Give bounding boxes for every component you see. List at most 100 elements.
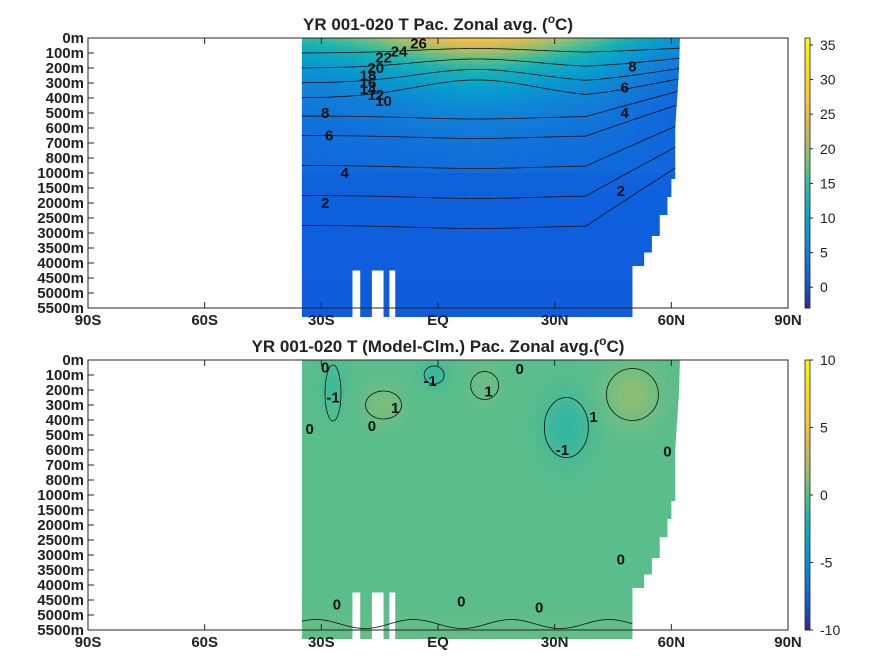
- x-tick-label: 90N: [774, 634, 802, 651]
- y-tick-label: 400m: [46, 412, 84, 429]
- y-tick-label: 4000m: [37, 577, 84, 594]
- y-tick-label: 2000m: [37, 195, 84, 212]
- chart-title: YR 001-020 T Pac. Zonal avg. (oC): [303, 12, 573, 34]
- contour-label: 2: [321, 195, 329, 212]
- contour-label: 1: [589, 409, 597, 426]
- x-tick-label: 90S: [75, 634, 102, 651]
- chart-title: YR 001-020 T (Model-Clm.) Pac. Zonal avg…: [252, 334, 625, 356]
- y-tick-label: 800m: [46, 150, 84, 167]
- contour-label: 0: [305, 421, 313, 438]
- y-tick-label: 3500m: [37, 562, 84, 579]
- y-tick-label: 300m: [46, 397, 84, 414]
- x-tick-label: 90N: [774, 312, 802, 329]
- contour-label: 26: [410, 35, 427, 52]
- contour-lines: [301, 47, 680, 229]
- contour-label: 8: [628, 59, 636, 76]
- seamount-gap: [371, 592, 384, 641]
- y-tick-label: 1000m: [37, 487, 84, 504]
- contour-label: 16: [360, 75, 377, 92]
- y-tick-label: 600m: [46, 120, 84, 137]
- x-tick-label: EQ: [427, 312, 449, 329]
- chart-title-unit: C): [607, 337, 625, 356]
- y-tick-label: 1500m: [37, 502, 84, 519]
- colorbar-tick-label: -10: [820, 622, 840, 638]
- y-tick-label: 200m: [46, 382, 84, 399]
- contour-label: 0: [333, 597, 341, 614]
- colorbar-tick-label: 30: [820, 72, 836, 88]
- y-tick-label: 4000m: [37, 255, 84, 272]
- chart-title-degree: o: [548, 12, 555, 26]
- colorbar-tick-label: 5: [820, 420, 828, 436]
- seamount-gap: [389, 270, 396, 319]
- seamount-gap: [389, 592, 396, 641]
- contour-label: 20: [367, 60, 384, 77]
- y-tick-label: 200m: [46, 60, 84, 77]
- y-tick-label: 4500m: [37, 592, 84, 609]
- contour-label: 6: [620, 80, 628, 97]
- colorbar-tick-label: -5: [820, 555, 833, 571]
- colorbar-tick-label: 5: [820, 245, 828, 261]
- y-tick-label: 1500m: [37, 180, 84, 197]
- y-tick-label: 2500m: [37, 532, 84, 549]
- x-tick-label: EQ: [427, 634, 449, 651]
- contour-label: 4: [620, 105, 629, 122]
- contour-label: -1: [326, 390, 339, 407]
- contour-label: 18: [360, 68, 377, 85]
- chart-title-main: YR 001-020 T (Model-Clm.) Pac. Zonal avg…: [252, 337, 600, 356]
- y-tick-label: 800m: [46, 472, 84, 489]
- x-tick-label: 60N: [658, 634, 686, 651]
- seamount-gap: [352, 592, 361, 641]
- colorbar-tick-label: 0: [820, 487, 828, 503]
- contour-label: 6: [325, 128, 333, 145]
- y-tick-label: 600m: [46, 442, 84, 459]
- y-tick-label: 3000m: [37, 547, 84, 564]
- y-tick-label: 400m: [46, 90, 84, 107]
- seamount-gap: [352, 270, 361, 319]
- y-tick-label: 5500m: [37, 300, 84, 317]
- y-tick-label: 5000m: [37, 285, 84, 302]
- x-tick-label: 90S: [75, 312, 102, 329]
- contour-label: 1: [391, 400, 399, 417]
- x-tick-label: 30S: [308, 634, 335, 651]
- y-tick-label: 3500m: [37, 240, 84, 257]
- chart-title-unit: C): [555, 15, 573, 34]
- contour-label: 2: [617, 183, 625, 200]
- y-tick-label: 500m: [46, 427, 84, 444]
- y-tick-label: 5000m: [37, 607, 84, 624]
- contour-label: 22: [375, 50, 392, 67]
- colorbar-tick-label: 0: [820, 279, 828, 295]
- y-tick-label: 500m: [46, 105, 84, 122]
- y-tick-label: 300m: [46, 75, 84, 92]
- chart-title-main: YR 001-020 T Pac. Zonal avg. (: [303, 15, 548, 34]
- y-tick-label: 2500m: [37, 210, 84, 227]
- seamount-gap: [371, 270, 384, 319]
- x-tick-label: 30N: [541, 634, 569, 651]
- colorbar-tick-label: 35: [820, 37, 836, 53]
- y-tick-label: 700m: [46, 135, 84, 152]
- contour-lines: [301, 364, 659, 629]
- colorbar-tick-label: 20: [820, 141, 836, 157]
- x-tick-label: 30S: [308, 312, 335, 329]
- colorbar-tick-label: 15: [820, 175, 836, 191]
- colorbar-tick-label: 10: [820, 210, 836, 226]
- colorbar: 10 5 0 -5 -10: [804, 352, 840, 638]
- y-tick-label: 5500m: [37, 622, 84, 639]
- colorbar-tick-label: 25: [820, 106, 836, 122]
- contour-label: 0: [321, 360, 329, 377]
- x-tick-label: 30N: [541, 312, 569, 329]
- colorbar: 35 30 25 20 15 10 5 0: [804, 37, 836, 309]
- contour-label: 0: [617, 552, 625, 569]
- contour-label: 0: [457, 594, 465, 611]
- y-tick-label: 2000m: [37, 517, 84, 534]
- x-tick-label: 60S: [191, 634, 218, 651]
- x-tick-label: 60S: [191, 312, 218, 329]
- y-tick-label: 100m: [46, 45, 84, 62]
- colorbar-frame: [804, 37, 811, 309]
- colorbar-tick-label: 10: [820, 352, 836, 368]
- y-tick-label: 1000m: [37, 165, 84, 182]
- contour-label: 8: [321, 105, 329, 122]
- y-tick-label: 0m: [62, 30, 84, 47]
